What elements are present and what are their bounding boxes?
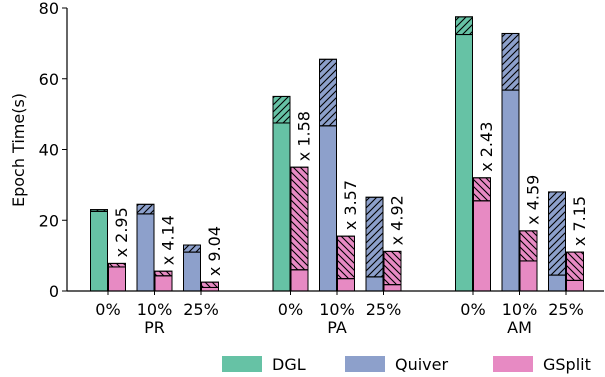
bar-solid-am-10pct-gsplit — [519, 260, 538, 292]
bar-hatch-pa-10pct-quiver — [319, 58, 337, 127]
bar-hatch-am-25pct-gsplit — [566, 251, 584, 281]
bar-hatch-pa-0pct-gsplit — [290, 166, 309, 271]
bar-hatch-pa-10pct-gsplit — [337, 235, 355, 280]
bar-hatch-pr-25pct-quiver — [183, 244, 201, 253]
bar-hatch-am-25pct-quiver — [548, 191, 566, 276]
plot-area: 0 20 40 60 80 x 2.95 0% x 4.14 10% x 9.04 25% PR x 1… — [39, 0, 604, 337]
bar-hatch-pa-25pct-gsplit — [383, 250, 402, 286]
bar-solid-pa-10pct-quiver — [319, 125, 337, 292]
bar-solid-am-25pct-quiver — [548, 274, 566, 292]
bar-hatch-am-10pct-gsplit — [519, 230, 538, 262]
y-tick-label: 0 — [49, 282, 59, 301]
x-tick-label: 25% — [366, 300, 402, 319]
bar-solid-pa-0pct-gsplit — [290, 269, 309, 292]
x-tick-label: 0% — [95, 300, 120, 319]
legend-label-dgl: DGL — [272, 355, 306, 374]
legend: DGL Quiver GSplit — [222, 355, 591, 374]
bar-solid-am-25pct-gsplit — [566, 279, 584, 292]
legend-label-quiver: Quiver — [395, 355, 448, 374]
bar-solid-pr-25pct-quiver — [183, 251, 201, 292]
bar-solid-pa-0pct-dgl — [272, 122, 291, 292]
bar-hatch-pr-10pct-quiver — [136, 203, 155, 215]
x-tick-label: 10% — [502, 300, 538, 319]
legend-label-gsplit: GSplit — [543, 355, 591, 374]
speedup-label: x 2.43 — [477, 122, 496, 172]
legend-swatch-quiver — [345, 356, 385, 372]
bar-hatch-am-10pct-quiver — [501, 32, 520, 91]
y-tick-label: 80 — [39, 0, 59, 18]
bar-solid-pa-25pct-gsplit — [383, 284, 402, 292]
bar-hatch-pr-10pct-gsplit — [154, 270, 173, 277]
bar-hatch-pr-25pct-gsplit — [201, 281, 219, 288]
x-tick-label: 10% — [319, 300, 355, 319]
bar-hatch-pa-0pct-dgl — [272, 95, 291, 124]
bar-hatch-am-0pct-dgl — [455, 16, 473, 36]
bar-hatch-pr-0pct-gsplit — [108, 262, 126, 268]
y-tick-label: 40 — [39, 141, 59, 160]
legend-swatch-dgl — [222, 356, 262, 372]
speedup-label: x 7.15 — [570, 196, 589, 246]
x-tick-label: 0% — [278, 300, 303, 319]
group-label: PA — [327, 318, 347, 337]
bar-solid-am-10pct-quiver — [501, 89, 520, 292]
speedup-label: x 1.58 — [295, 111, 314, 161]
x-tick-label: 25% — [548, 300, 584, 319]
speedup-label: x 4.59 — [524, 175, 543, 225]
x-tick-label: 10% — [137, 300, 173, 319]
speedup-label: x 2.95 — [112, 207, 131, 257]
y-tick-label: 20 — [39, 211, 59, 230]
y-axis-label: Epoch Time(s) — [9, 93, 28, 207]
bar-solid-pa-25pct-quiver — [365, 276, 384, 292]
bar-solid-pr-10pct-quiver — [136, 213, 155, 292]
speedup-label: x 4.14 — [159, 215, 178, 265]
x-tick-label: 0% — [460, 300, 485, 319]
speedup-label: x 4.92 — [388, 195, 407, 245]
bar-solid-pr-0pct-gsplit — [108, 266, 126, 292]
x-tick-label: 25% — [183, 300, 219, 319]
bar-solid-pa-10pct-gsplit — [337, 278, 355, 292]
bar-solid-am-0pct-gsplit — [473, 200, 491, 292]
bar-hatch-pr-0pct-dgl — [90, 209, 108, 212]
group-label: PR — [144, 318, 165, 337]
legend-swatch-gsplit — [493, 356, 533, 372]
bar-hatch-am-0pct-gsplit — [473, 177, 491, 202]
y-tick-label: 60 — [39, 70, 59, 89]
bar-solid-pr-10pct-gsplit — [154, 275, 173, 292]
bar-hatch-pa-25pct-quiver — [365, 196, 384, 278]
speedup-label: x 9.04 — [205, 226, 224, 276]
bar-solid-pr-0pct-dgl — [90, 210, 108, 292]
bar-solid-am-0pct-dgl — [455, 34, 473, 292]
group-label: AM — [507, 318, 532, 337]
speedup-label: x 3.57 — [341, 180, 360, 230]
